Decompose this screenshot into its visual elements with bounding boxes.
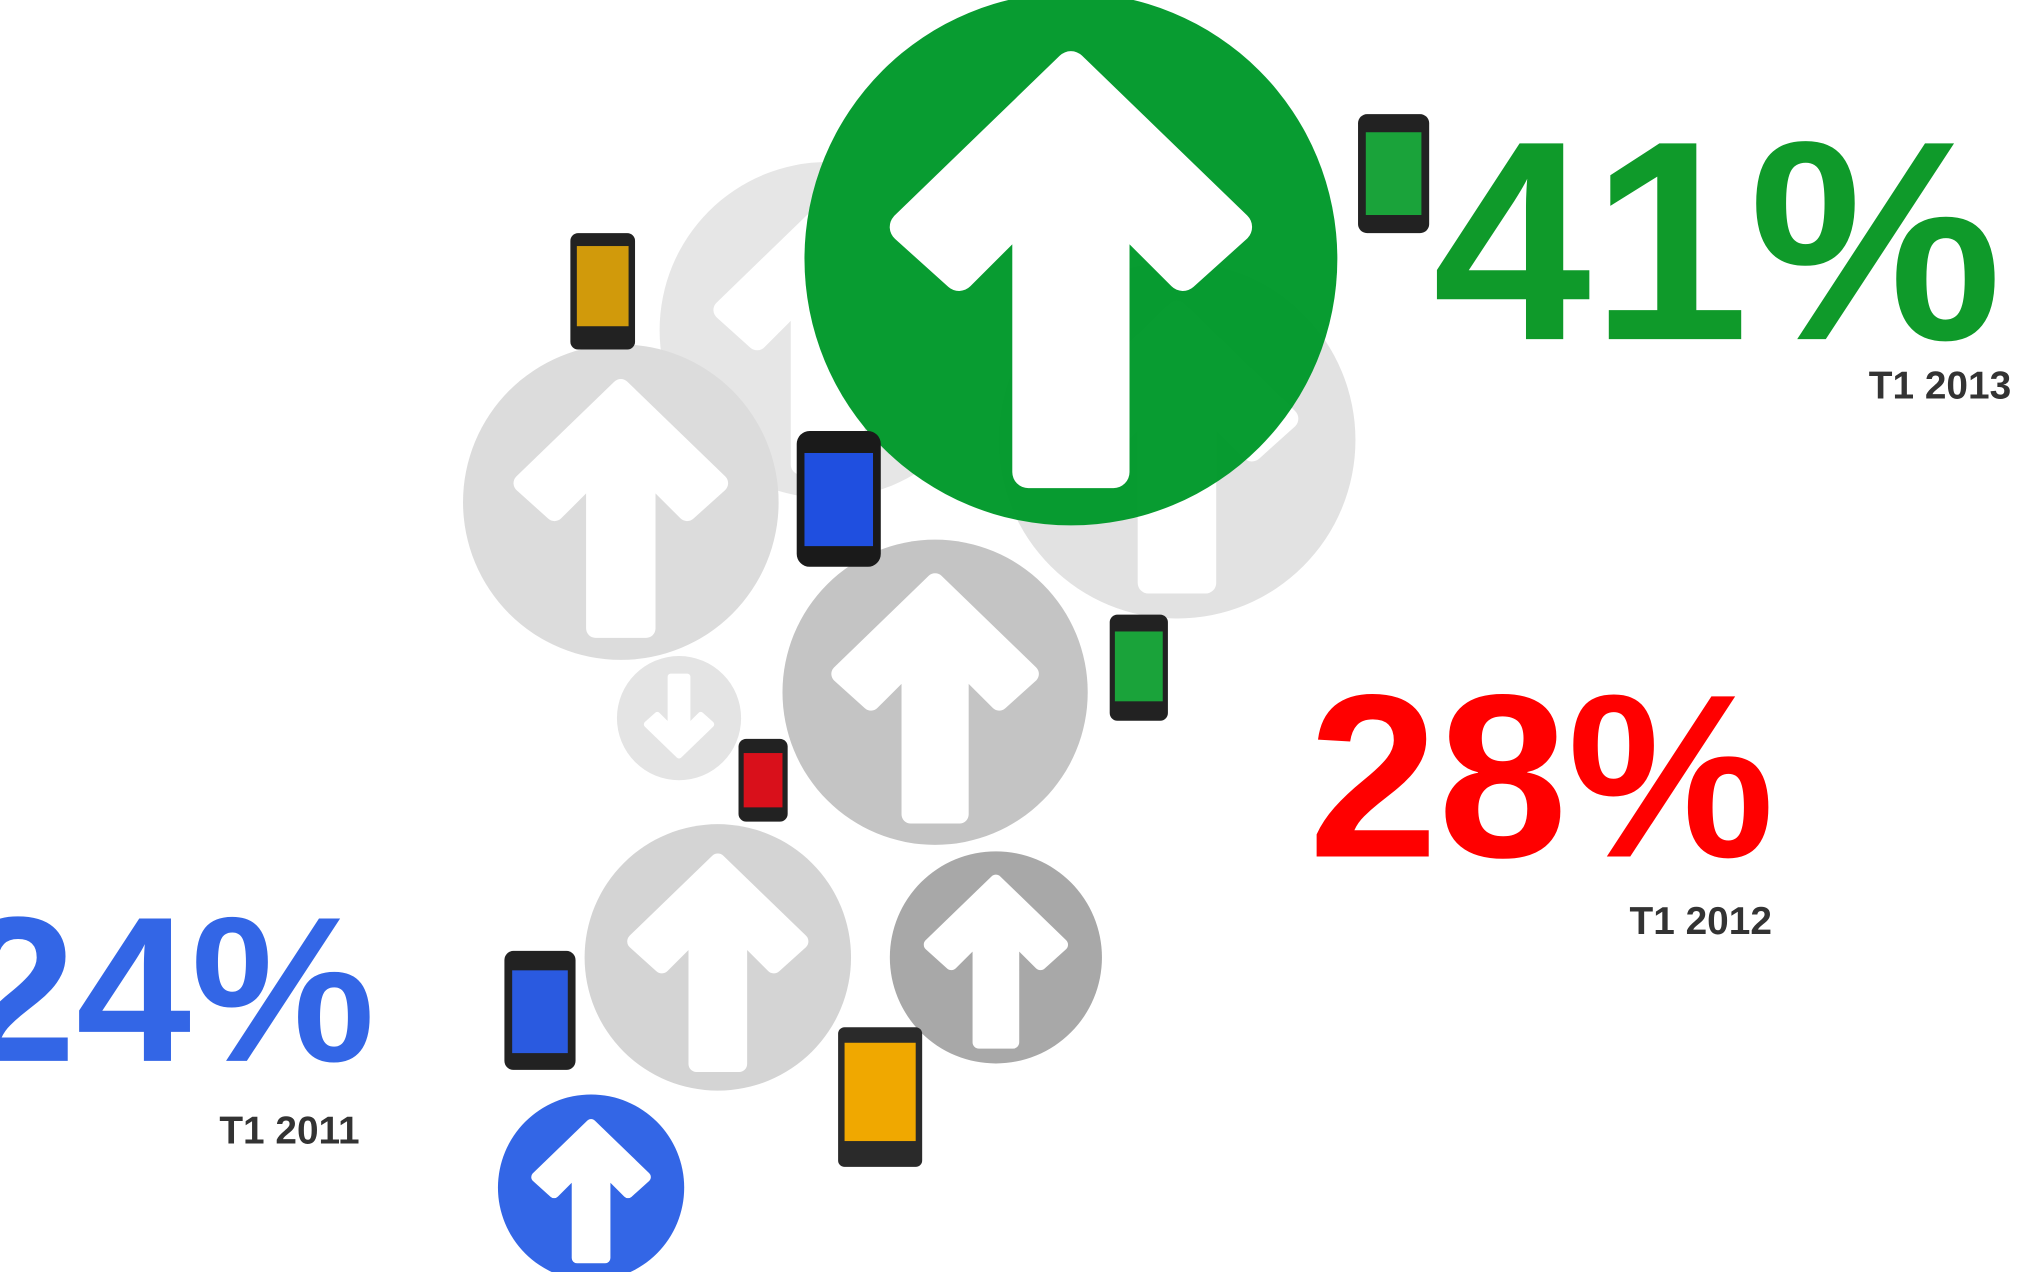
stat-period: T1 2011 xyxy=(219,1110,359,1153)
phone xyxy=(570,233,635,349)
phone xyxy=(1110,615,1168,721)
phone xyxy=(739,739,788,822)
phone xyxy=(797,431,881,567)
stat-value: 28% xyxy=(1309,647,1775,907)
stat-value: 41% xyxy=(1433,82,2003,400)
phone xyxy=(504,951,575,1070)
infographic: 41% T1 2013 28% T1 2012 24% T1 2011 xyxy=(0,0,2028,1272)
stat-period: T1 2013 xyxy=(1869,365,2011,408)
phone xyxy=(1358,114,1429,233)
phone xyxy=(838,1027,922,1167)
stat-value: 24% xyxy=(0,874,375,1105)
stat-period: T1 2012 xyxy=(1630,900,1772,943)
page: {"stats": [ {"value": "24%", "period": "… xyxy=(0,0,2028,1272)
